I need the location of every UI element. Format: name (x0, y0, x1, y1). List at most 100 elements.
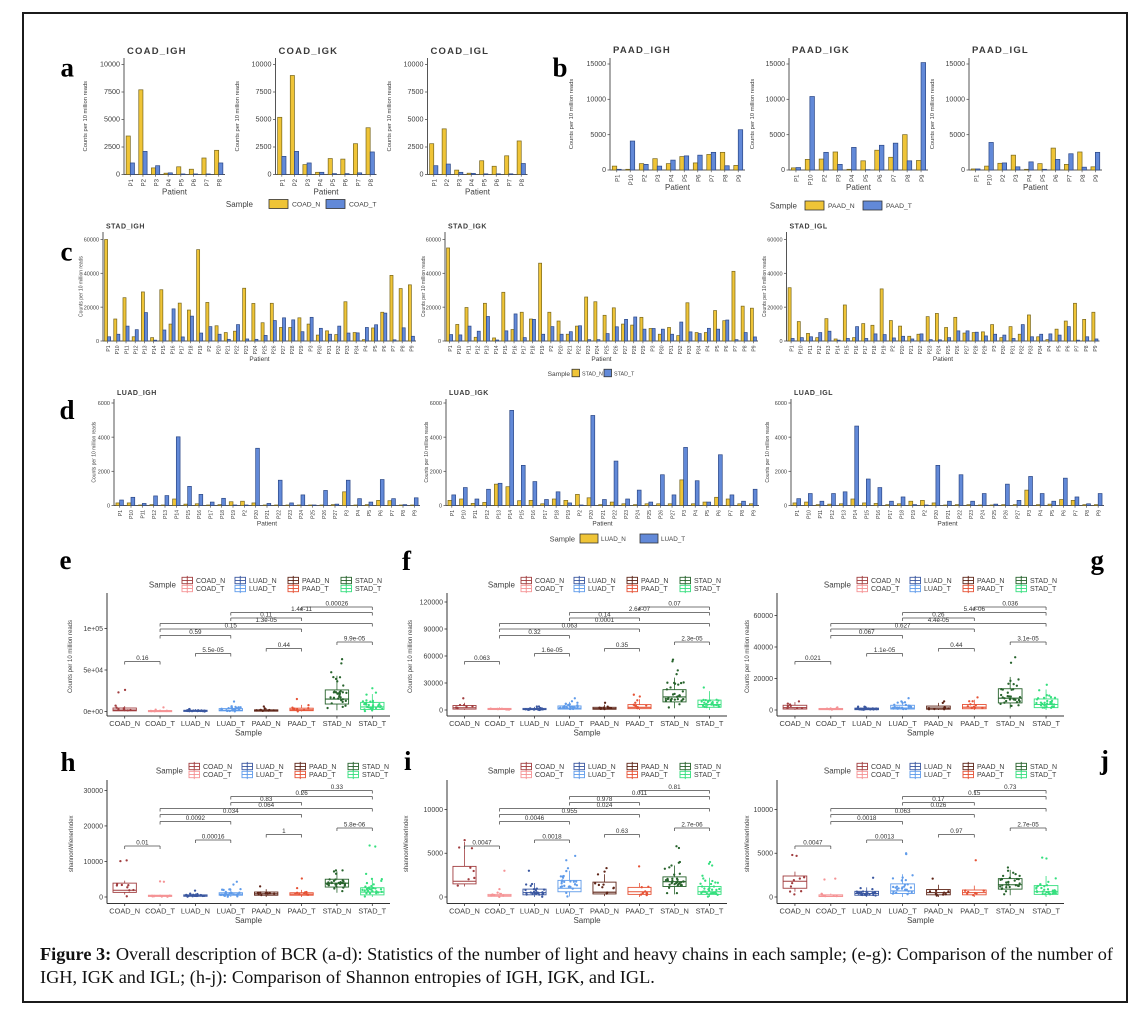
svg-text:0e+00: 0e+00 (83, 709, 103, 716)
svg-text:PAAD_N: PAAD_N (309, 764, 337, 771)
svg-text:6000: 6000 (775, 401, 787, 407)
svg-text:0.0092: 0.0092 (186, 815, 206, 822)
svg-text:P27: P27 (333, 510, 339, 519)
svg-text:15000: 15000 (766, 61, 786, 68)
svg-text:COAD_IGH: COAD_IGH (127, 46, 187, 57)
svg-text:P7: P7 (728, 510, 734, 516)
svg-text:LUAD_T: LUAD_T (555, 719, 584, 728)
svg-text:P14: P14 (175, 510, 181, 519)
svg-text:LUAD_N: LUAD_N (181, 907, 210, 916)
svg-text:0.83: 0.83 (260, 796, 273, 803)
svg-text:P7: P7 (205, 178, 211, 186)
svg-text:P8: P8 (401, 510, 407, 516)
svg-text:0.33: 0.33 (331, 784, 344, 791)
svg-text:P30: P30 (1001, 345, 1007, 354)
svg-text:P33: P33 (687, 345, 693, 354)
svg-text:0.0001: 0.0001 (595, 617, 615, 624)
svg-text:STAD_IGL: STAD_IGL (790, 224, 828, 231)
svg-text:P5: P5 (1056, 345, 1062, 351)
svg-text:0.97: 0.97 (950, 828, 963, 835)
svg-text:40000: 40000 (754, 644, 774, 651)
svg-text:10000: 10000 (587, 97, 607, 104)
svg-text:P24: P24 (253, 345, 259, 354)
svg-text:Patient: Patient (846, 183, 872, 192)
svg-text:0.026: 0.026 (931, 802, 947, 809)
svg-text:P29: P29 (641, 345, 647, 354)
svg-text:COAD_N: COAD_N (292, 202, 320, 209)
svg-text:P20: P20 (900, 345, 906, 354)
svg-text:P5: P5 (331, 178, 337, 186)
svg-text:Patient: Patient (591, 356, 611, 363)
svg-text:Counts per 10 million reads: Counts per 10 million reads (762, 256, 768, 317)
svg-text:5000: 5000 (256, 115, 272, 124)
svg-text:LUAD_N: LUAD_N (588, 578, 616, 585)
svg-text:STAD_IGK: STAD_IGK (448, 224, 487, 231)
svg-text:P3: P3 (154, 178, 160, 186)
svg-text:PAAD_N: PAAD_N (924, 907, 953, 916)
svg-text:shannonWienerIndex: shannonWienerIndex (404, 815, 410, 872)
svg-text:P9: P9 (1097, 510, 1103, 516)
svg-text:0: 0 (439, 894, 443, 901)
svg-text:P2: P2 (578, 510, 584, 516)
svg-text:10000: 10000 (84, 859, 104, 866)
svg-text:PAAD_N: PAAD_N (641, 764, 669, 771)
svg-text:P15: P15 (161, 345, 167, 354)
svg-text:0.034: 0.034 (223, 808, 239, 815)
svg-text:P11: P11 (466, 345, 472, 354)
svg-text:20000: 20000 (767, 305, 782, 311)
svg-text:LUAD_T: LUAD_T (888, 719, 917, 728)
svg-text:10000: 10000 (100, 60, 120, 69)
svg-text:2500: 2500 (104, 142, 120, 151)
svg-text:0.26: 0.26 (932, 612, 945, 619)
svg-text:P16: P16 (197, 510, 203, 519)
svg-text:Counts per 10 million reads: Counts per 10 million reads (421, 256, 427, 317)
svg-text:P28: P28 (290, 345, 296, 354)
svg-text:0.0018: 0.0018 (542, 834, 562, 841)
svg-text:STAD_N: STAD_N (362, 764, 389, 771)
svg-text:0: 0 (439, 504, 442, 510)
svg-text:LUAD_T: LUAD_T (924, 586, 952, 593)
svg-text:P16: P16 (876, 510, 882, 519)
svg-text:PAAD_N: PAAD_N (977, 764, 1005, 771)
svg-text:60000: 60000 (426, 238, 441, 244)
svg-text:Sample: Sample (149, 581, 177, 590)
svg-text:P8: P8 (906, 174, 912, 182)
svg-text:P7: P7 (1068, 174, 1074, 182)
svg-text:COAD_IGK: COAD_IGK (279, 46, 339, 57)
svg-text:0: 0 (420, 170, 424, 179)
svg-text:7500: 7500 (408, 87, 424, 96)
svg-text:LUAD_N: LUAD_N (852, 907, 881, 916)
svg-text:5000: 5000 (769, 132, 785, 139)
svg-text:P17: P17 (543, 510, 549, 519)
svg-text:6000: 6000 (98, 401, 110, 407)
svg-text:0.35: 0.35 (616, 642, 629, 649)
svg-text:P4: P4 (694, 510, 700, 516)
svg-text:P2: P2 (643, 174, 649, 182)
svg-text:P11: P11 (141, 510, 147, 519)
svg-text:P34: P34 (696, 345, 702, 354)
svg-text:P23: P23 (244, 345, 250, 354)
svg-text:2.7e-06: 2.7e-06 (681, 822, 703, 829)
svg-text:P11: P11 (473, 510, 479, 519)
svg-text:P4: P4 (356, 510, 362, 516)
svg-text:P24: P24 (299, 510, 305, 519)
svg-text:0.07: 0.07 (668, 601, 681, 608)
svg-text:STAD_N: STAD_N (694, 764, 721, 771)
svg-text:15000: 15000 (946, 61, 966, 68)
svg-text:STAD_T: STAD_T (1030, 586, 1057, 593)
svg-text:P6: P6 (717, 510, 723, 516)
svg-text:0: 0 (769, 707, 773, 714)
svg-text:P2: P2 (207, 345, 213, 351)
svg-text:P16: P16 (512, 345, 518, 354)
svg-text:P17: P17 (180, 345, 186, 354)
svg-text:LUAD_IGH: LUAD_IGH (117, 390, 157, 397)
svg-text:LUAD_N: LUAD_N (181, 719, 210, 728)
svg-text:60000: 60000 (754, 613, 774, 620)
svg-text:STAD_N: STAD_N (323, 907, 352, 916)
svg-text:5000: 5000 (104, 115, 120, 124)
svg-text:3.1e-05: 3.1e-05 (1017, 636, 1039, 643)
svg-text:P14: P14 (853, 510, 859, 519)
svg-text:0.26: 0.26 (295, 790, 308, 797)
svg-text:P12: P12 (485, 510, 491, 519)
svg-text:P11: P11 (818, 510, 824, 519)
